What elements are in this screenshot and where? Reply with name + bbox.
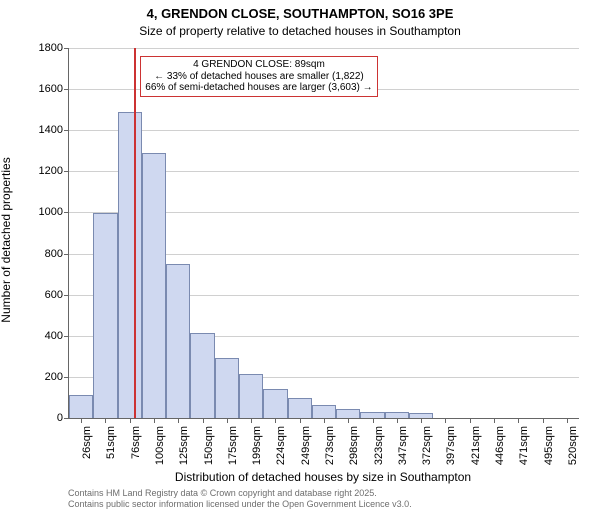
ytick-label: 800 — [45, 248, 63, 260]
ytick-mark — [64, 171, 69, 172]
xtick-label: 323sqm — [373, 426, 385, 465]
histogram-bar — [263, 389, 287, 418]
annotation-box: 4 GRENDON CLOSE: 89sqm← 33% of detached … — [140, 56, 377, 97]
xtick-label: 421sqm — [470, 426, 482, 465]
ytick-label: 1200 — [39, 165, 63, 177]
xtick-mark — [300, 418, 301, 423]
histogram-bar — [215, 358, 239, 418]
histogram-bar — [93, 213, 117, 418]
histogram-bar — [312, 405, 336, 418]
histogram-bar — [142, 153, 166, 418]
xtick-label: 224sqm — [275, 426, 287, 465]
xtick-label: 446sqm — [494, 426, 506, 465]
ytick-mark — [64, 48, 69, 49]
histogram-bar — [118, 112, 142, 418]
xtick-label: 397sqm — [445, 426, 457, 465]
xtick-label: 26sqm — [81, 426, 93, 459]
xtick-label: 347sqm — [397, 426, 409, 465]
ytick-mark — [64, 336, 69, 337]
xtick-mark — [227, 418, 228, 423]
xtick-mark — [178, 418, 179, 423]
xtick-label: 273sqm — [324, 426, 336, 465]
chart-title: 4, GRENDON CLOSE, SOUTHAMPTON, SO16 3PE — [0, 6, 600, 21]
xtick-label: 150sqm — [203, 426, 215, 465]
xtick-label: 372sqm — [421, 426, 433, 465]
xtick-mark — [324, 418, 325, 423]
xtick-label: 51sqm — [105, 426, 117, 459]
gridline — [69, 130, 579, 131]
annotation-line: 4 GRENDON CLOSE: 89sqm — [145, 59, 372, 71]
ytick-label: 200 — [45, 371, 63, 383]
xtick-label: 520sqm — [567, 426, 579, 465]
ytick-label: 600 — [45, 289, 63, 301]
ytick-mark — [64, 212, 69, 213]
ytick-mark — [64, 254, 69, 255]
xtick-mark — [81, 418, 82, 423]
xtick-mark — [275, 418, 276, 423]
xtick-mark — [518, 418, 519, 423]
chart-subtitle: Size of property relative to detached ho… — [0, 24, 600, 38]
ytick-mark — [64, 418, 69, 419]
footer-line-2: Contains public sector information licen… — [68, 499, 412, 510]
xtick-mark — [421, 418, 422, 423]
ytick-label: 0 — [57, 412, 63, 424]
xtick-mark — [203, 418, 204, 423]
xtick-mark — [373, 418, 374, 423]
histogram-bar — [190, 333, 214, 418]
xtick-label: 298sqm — [348, 426, 360, 465]
histogram-bar — [166, 264, 190, 418]
ytick-label: 1800 — [39, 42, 63, 54]
xtick-label: 471sqm — [518, 426, 530, 465]
xtick-mark — [154, 418, 155, 423]
xtick-mark — [251, 418, 252, 423]
xtick-label: 76sqm — [130, 426, 142, 459]
xtick-label: 199sqm — [251, 426, 263, 465]
ytick-label: 400 — [45, 330, 63, 342]
xtick-mark — [130, 418, 131, 423]
histogram-bar — [69, 395, 93, 418]
ytick-label: 1600 — [39, 83, 63, 95]
xtick-label: 495sqm — [543, 426, 555, 465]
xtick-mark — [494, 418, 495, 423]
xtick-mark — [470, 418, 471, 423]
xtick-label: 249sqm — [300, 426, 312, 465]
gridline — [69, 48, 579, 49]
histogram-bar — [336, 409, 360, 418]
chart-container: 4, GRENDON CLOSE, SOUTHAMPTON, SO16 3PE … — [0, 0, 600, 500]
xtick-mark — [445, 418, 446, 423]
annotation-line: 66% of semi-detached houses are larger (… — [145, 82, 372, 94]
footer-attribution: Contains HM Land Registry data © Crown c… — [68, 488, 412, 510]
ytick-mark — [64, 295, 69, 296]
ytick-mark — [64, 89, 69, 90]
xtick-mark — [543, 418, 544, 423]
histogram-bar — [288, 398, 312, 418]
xtick-mark — [397, 418, 398, 423]
property-marker-line — [134, 48, 136, 418]
ytick-label: 1400 — [39, 124, 63, 136]
xtick-mark — [105, 418, 106, 423]
plot-area: 02004006008001000120014001600180026sqm51… — [68, 48, 579, 419]
footer-line-1: Contains HM Land Registry data © Crown c… — [68, 488, 412, 499]
xtick-mark — [348, 418, 349, 423]
xtick-label: 100sqm — [154, 426, 166, 465]
xtick-label: 175sqm — [227, 426, 239, 465]
xtick-label: 125sqm — [178, 426, 190, 465]
xtick-mark — [567, 418, 568, 423]
histogram-bar — [239, 374, 263, 418]
ytick-mark — [64, 377, 69, 378]
ytick-mark — [64, 130, 69, 131]
ytick-label: 1000 — [39, 206, 63, 218]
annotation-line: ← 33% of detached houses are smaller (1,… — [145, 71, 372, 83]
x-axis-label: Distribution of detached houses by size … — [68, 470, 578, 484]
